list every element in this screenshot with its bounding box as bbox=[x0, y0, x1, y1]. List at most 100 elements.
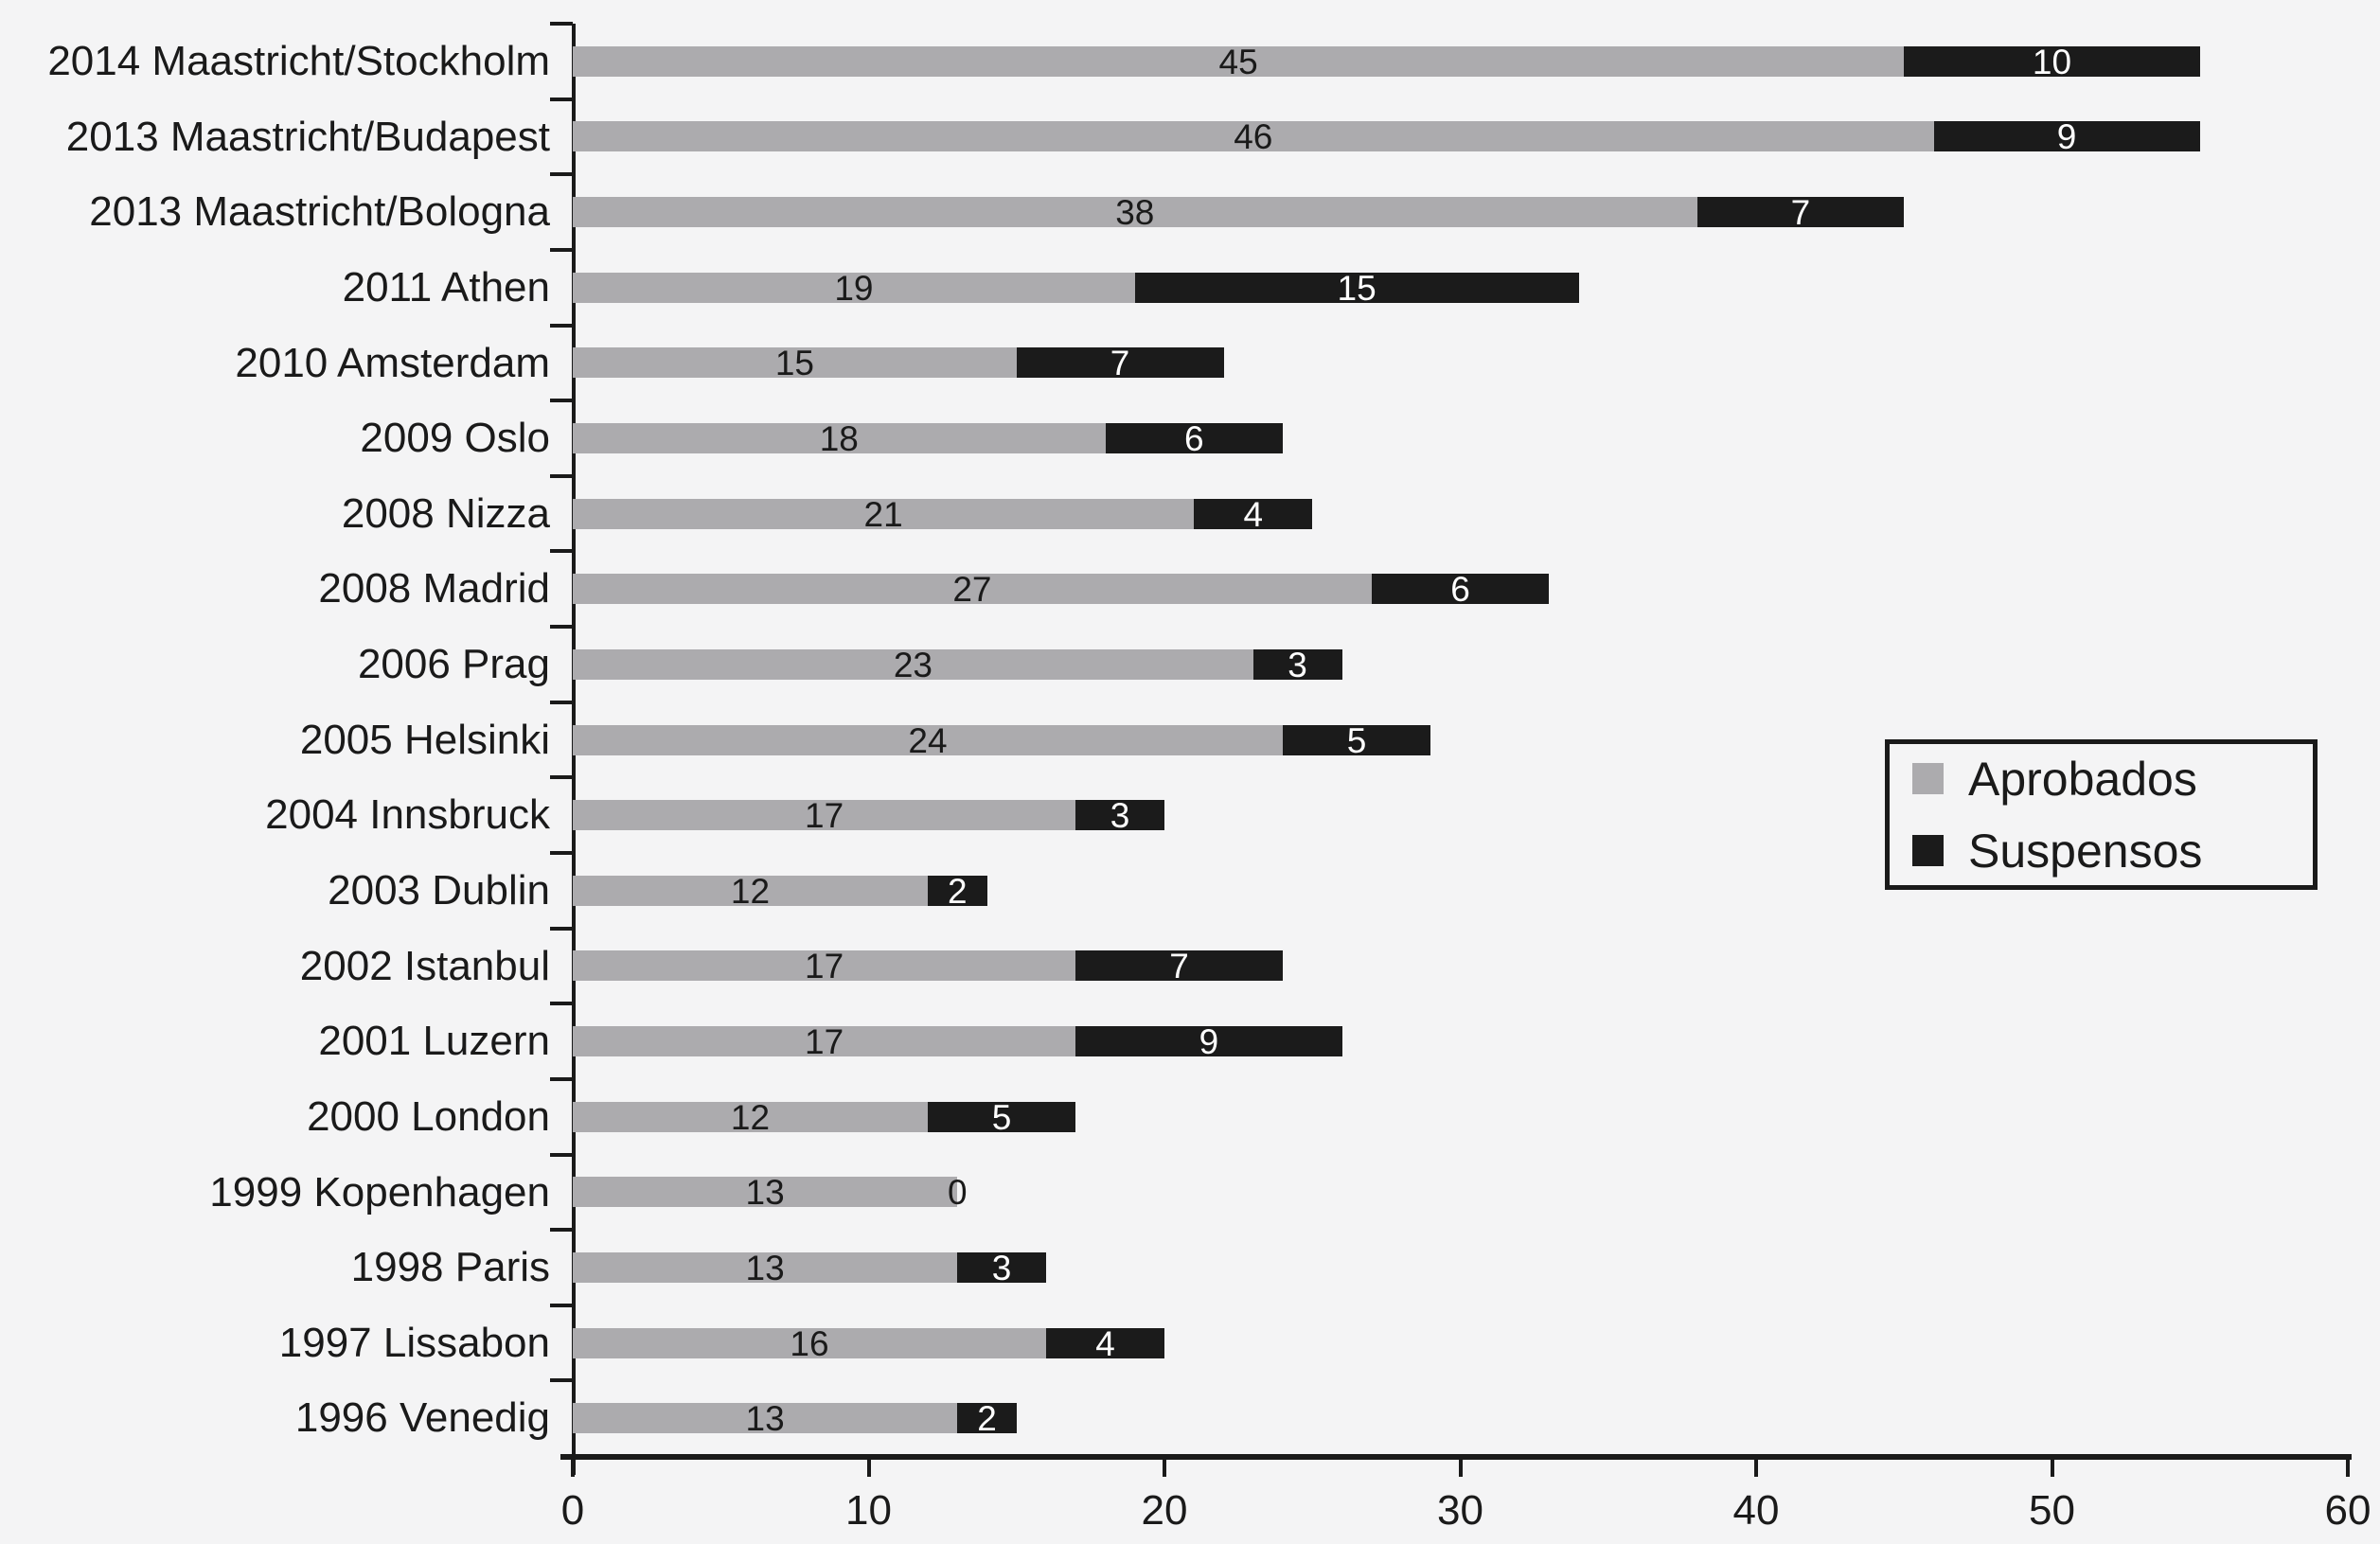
y-axis-tick bbox=[550, 1002, 573, 1006]
aprobados-swatch bbox=[1912, 763, 1944, 794]
aprobados-bar bbox=[573, 648, 1253, 680]
aprobados-value-label: 17 bbox=[805, 947, 844, 986]
aprobados-value-label: 23 bbox=[893, 645, 932, 684]
category-label: 2008 Nizza bbox=[341, 489, 550, 537]
aprobados-bar bbox=[573, 45, 1905, 77]
x-axis-tick-label: 10 bbox=[845, 1487, 892, 1534]
legend-item-suspensos: Suspensos bbox=[1912, 827, 2313, 875]
aprobados-value-label: 24 bbox=[908, 720, 948, 760]
suspensos-value-label: 7 bbox=[1790, 193, 1811, 233]
aprobados-bar bbox=[573, 121, 1934, 152]
suspensos-bar bbox=[1075, 800, 1165, 831]
category-label: 2008 Madrid bbox=[318, 565, 550, 612]
suspensos-value-label: 4 bbox=[1243, 494, 1264, 534]
aprobados-value-label: 18 bbox=[819, 419, 859, 458]
y-axis-tick bbox=[550, 473, 573, 478]
suspensos-value-label: 7 bbox=[1169, 947, 1189, 986]
y-axis-tick bbox=[550, 172, 573, 177]
aprobados-value-label: 17 bbox=[805, 1022, 844, 1061]
suspensos-bar bbox=[1075, 950, 1284, 982]
y-axis-tick bbox=[550, 247, 573, 252]
aprobados-value-label: 15 bbox=[774, 344, 814, 383]
suspensos-value-label: 6 bbox=[1450, 570, 1470, 610]
category-label: 2002 Istanbul bbox=[299, 942, 550, 989]
x-axis-tick-label: 30 bbox=[1437, 1487, 1483, 1534]
x-axis-tick bbox=[1163, 1460, 1166, 1477]
suspensos-value-label: 2 bbox=[977, 1399, 997, 1439]
aprobados-value-label: 38 bbox=[1115, 193, 1155, 233]
aprobados-bar bbox=[573, 1177, 958, 1208]
category-label: 2011 Athen bbox=[342, 263, 550, 311]
suspensos-bar bbox=[1105, 423, 1283, 453]
suspensos-bar bbox=[1075, 1026, 1342, 1056]
aprobados-value-label: 17 bbox=[805, 796, 844, 836]
category-label: 2014 Maastricht/Stockholm bbox=[47, 38, 550, 84]
suspensos-value-label: 5 bbox=[991, 1097, 1012, 1137]
suspensos-value-label: 2 bbox=[948, 871, 968, 911]
aprobados-value-label: 16 bbox=[790, 1323, 829, 1363]
suspensos-bar bbox=[1194, 498, 1313, 529]
suspensos-swatch bbox=[1912, 835, 1944, 866]
suspensos-bar bbox=[1933, 121, 2200, 152]
aprobados-bar bbox=[573, 272, 1135, 303]
x-axis-tick bbox=[2050, 1460, 2054, 1477]
legend-item-aprobados: Aprobados bbox=[1912, 755, 2313, 803]
suspensos-value-label: 3 bbox=[991, 1248, 1012, 1287]
x-axis-tick-label: 0 bbox=[560, 1487, 585, 1534]
y-axis-tick bbox=[550, 549, 573, 554]
x-axis-tick bbox=[1458, 1460, 1463, 1477]
x-axis-tick-label: 40 bbox=[1732, 1487, 1780, 1534]
aprobados-bar bbox=[573, 574, 1372, 605]
category-label: 2003 Dublin bbox=[328, 866, 550, 914]
suspensos-bar bbox=[928, 875, 987, 906]
suspensos-bar bbox=[1371, 574, 1550, 605]
category-label: 1997 Lissabon bbox=[278, 1319, 550, 1366]
aprobados-bar bbox=[573, 724, 1283, 755]
x-axis-tick bbox=[866, 1460, 871, 1477]
suspensos-bar bbox=[1252, 648, 1342, 680]
suspensos-value-label: 9 bbox=[2056, 117, 2077, 157]
aprobados-value-label: 45 bbox=[1218, 42, 1258, 81]
aprobados-bar bbox=[573, 1026, 1076, 1056]
suspensos-bar bbox=[1016, 347, 1224, 379]
suspensos-value-label: 4 bbox=[1095, 1323, 1115, 1363]
y-axis-tick bbox=[550, 1303, 573, 1307]
aprobados-bar bbox=[573, 1101, 928, 1132]
category-label: 1996 Venedig bbox=[294, 1394, 550, 1442]
suspensos-bar bbox=[1696, 197, 1905, 228]
suspensos-value-label: 3 bbox=[1288, 645, 1307, 684]
aprobados-value-label: 12 bbox=[730, 1097, 771, 1137]
y-axis-tick bbox=[550, 926, 573, 931]
aprobados-bar bbox=[573, 347, 1017, 379]
suspensos-value-label: 0 bbox=[948, 1173, 968, 1213]
legend-label-aprobados: Aprobados bbox=[1968, 752, 2197, 806]
aprobados-bar bbox=[573, 800, 1076, 831]
aprobados-value-label: 21 bbox=[863, 494, 903, 534]
suspensos-bar bbox=[957, 1251, 1047, 1283]
x-axis-tick-label: 60 bbox=[2324, 1487, 2371, 1534]
y-axis-tick bbox=[550, 97, 573, 101]
aprobados-value-label: 13 bbox=[745, 1248, 785, 1287]
x-axis-line bbox=[560, 1454, 2352, 1460]
suspensos-bar bbox=[957, 1403, 1017, 1434]
y-axis-tick bbox=[550, 700, 573, 704]
aprobados-bar bbox=[573, 1327, 1046, 1358]
x-axis-tick bbox=[571, 1460, 575, 1477]
category-label: 2010 Amsterdam bbox=[235, 339, 550, 386]
y-axis-tick bbox=[550, 850, 573, 855]
category-label: 2013 Maastricht/Bologna bbox=[89, 188, 550, 236]
y-axis-tick bbox=[550, 1228, 573, 1233]
suspensos-value-label: 5 bbox=[1346, 720, 1367, 760]
aprobados-bar bbox=[573, 1251, 958, 1283]
suspensos-value-label: 9 bbox=[1199, 1022, 1219, 1061]
suspensos-bar bbox=[1134, 272, 1579, 303]
suspensos-bar bbox=[928, 1101, 1076, 1132]
aprobados-value-label: 46 bbox=[1234, 117, 1273, 157]
category-label: 2004 Innsbruck bbox=[265, 791, 550, 839]
suspensos-value-label: 6 bbox=[1184, 419, 1204, 458]
aprobados-value-label: 13 bbox=[745, 1173, 785, 1213]
category-label: 2000 London bbox=[307, 1092, 550, 1140]
suspensos-value-label: 15 bbox=[1337, 268, 1376, 308]
legend-label-suspensos: Suspensos bbox=[1968, 824, 2203, 878]
